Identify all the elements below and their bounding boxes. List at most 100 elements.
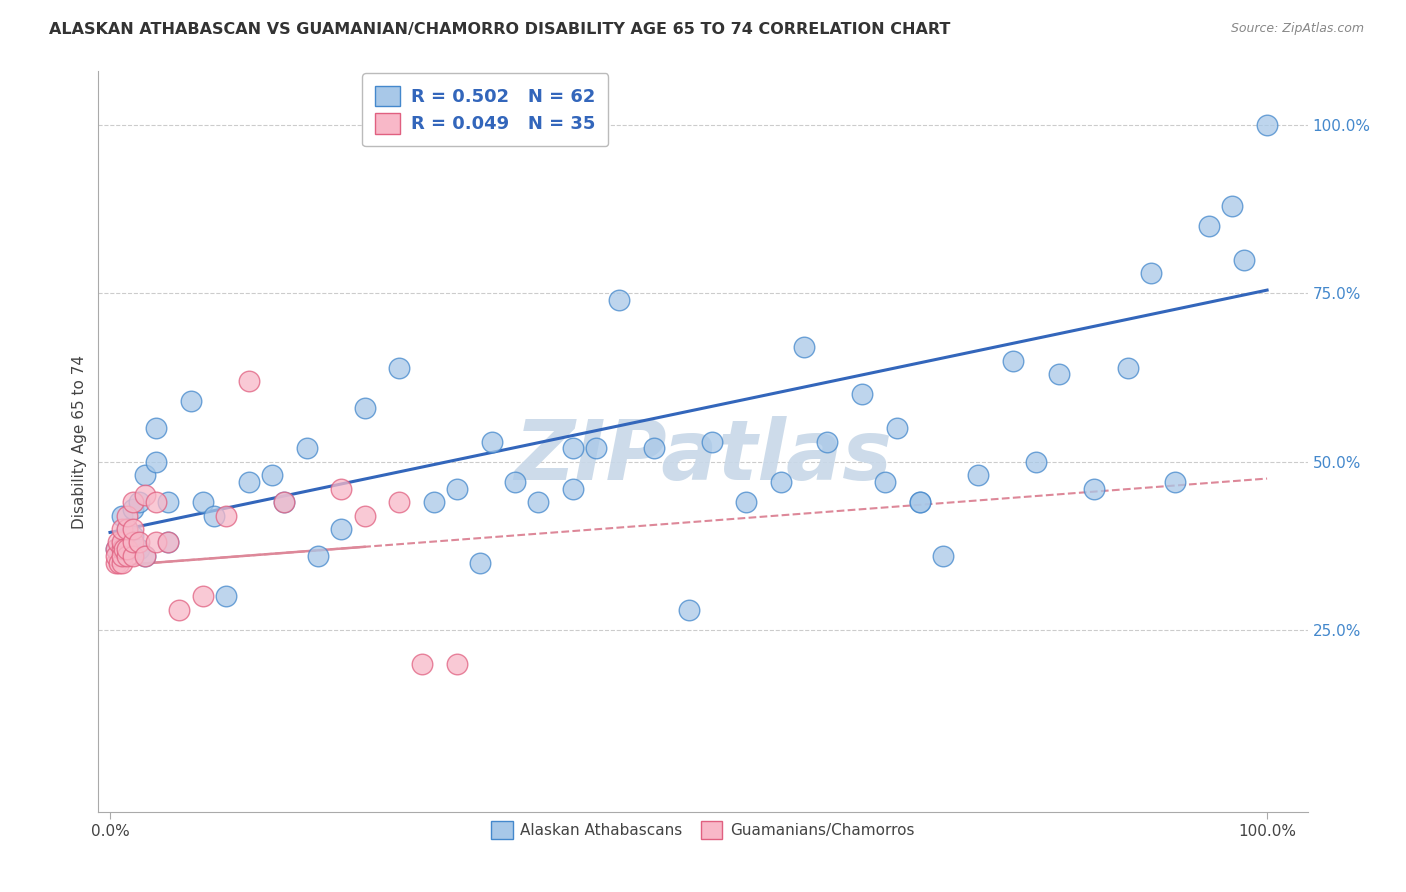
Point xyxy=(1047,368,1070,382)
Point xyxy=(122,535,145,549)
Point xyxy=(330,482,353,496)
Point xyxy=(1083,482,1105,496)
Point xyxy=(117,542,139,557)
Point xyxy=(156,495,179,509)
Point xyxy=(104,549,127,563)
Point xyxy=(1222,199,1244,213)
Point xyxy=(1163,475,1185,489)
Point xyxy=(875,475,897,489)
Point xyxy=(122,522,145,536)
Point xyxy=(180,394,202,409)
Point xyxy=(1001,353,1024,368)
Point xyxy=(108,556,131,570)
Point xyxy=(110,549,132,563)
Point xyxy=(561,482,583,496)
Point xyxy=(122,495,145,509)
Point xyxy=(145,421,167,435)
Point xyxy=(117,508,139,523)
Point xyxy=(145,535,167,549)
Point xyxy=(122,529,145,543)
Point xyxy=(1256,118,1278,132)
Point xyxy=(527,495,550,509)
Point xyxy=(446,657,468,671)
Point xyxy=(128,495,150,509)
Text: Source: ZipAtlas.com: Source: ZipAtlas.com xyxy=(1230,22,1364,36)
Legend: Alaskan Athabascans, Guamanians/Chamorros: Alaskan Athabascans, Guamanians/Chamorro… xyxy=(485,815,921,845)
Point xyxy=(117,522,139,536)
Point xyxy=(735,495,758,509)
Y-axis label: Disability Age 65 to 74: Disability Age 65 to 74 xyxy=(72,354,87,529)
Text: ZIPatlas: ZIPatlas xyxy=(515,416,891,497)
Point xyxy=(112,542,135,557)
Text: ALASKAN ATHABASCAN VS GUAMANIAN/CHAMORRO DISABILITY AGE 65 TO 74 CORRELATION CHA: ALASKAN ATHABASCAN VS GUAMANIAN/CHAMORRO… xyxy=(49,22,950,37)
Point xyxy=(122,542,145,557)
Point xyxy=(134,549,156,563)
Point xyxy=(156,535,179,549)
Point xyxy=(1025,455,1047,469)
Point xyxy=(128,542,150,557)
Point xyxy=(202,508,225,523)
Point xyxy=(561,442,583,456)
Point xyxy=(700,434,723,449)
Point xyxy=(388,360,411,375)
Point xyxy=(793,340,815,354)
Point xyxy=(908,495,931,509)
Point xyxy=(215,508,238,523)
Point xyxy=(110,542,132,557)
Point xyxy=(156,535,179,549)
Point xyxy=(423,495,446,509)
Point xyxy=(1233,252,1256,267)
Point xyxy=(932,549,955,563)
Point xyxy=(145,495,167,509)
Point xyxy=(307,549,329,563)
Point xyxy=(107,535,129,549)
Point xyxy=(607,293,630,308)
Point xyxy=(110,549,132,563)
Point xyxy=(122,549,145,563)
Point xyxy=(110,556,132,570)
Point xyxy=(117,549,139,563)
Point xyxy=(238,374,260,388)
Point xyxy=(169,603,191,617)
Point xyxy=(104,542,127,557)
Point xyxy=(128,535,150,549)
Point xyxy=(770,475,793,489)
Point xyxy=(330,522,353,536)
Point xyxy=(678,603,700,617)
Point xyxy=(238,475,260,489)
Point xyxy=(446,482,468,496)
Point xyxy=(815,434,838,449)
Point xyxy=(145,455,167,469)
Point xyxy=(851,387,873,401)
Point xyxy=(215,590,238,604)
Point xyxy=(295,442,318,456)
Point xyxy=(481,434,503,449)
Point xyxy=(585,442,607,456)
Point xyxy=(134,549,156,563)
Point xyxy=(470,556,492,570)
Point xyxy=(104,556,127,570)
Point xyxy=(191,590,214,604)
Point xyxy=(1140,266,1163,280)
Point xyxy=(1198,219,1220,234)
Point xyxy=(191,495,214,509)
Point xyxy=(353,401,375,415)
Point xyxy=(966,468,988,483)
Point xyxy=(134,488,156,502)
Point xyxy=(104,542,127,557)
Point xyxy=(117,522,139,536)
Point xyxy=(110,508,132,523)
Point xyxy=(908,495,931,509)
Point xyxy=(273,495,295,509)
Point xyxy=(643,442,665,456)
Point xyxy=(122,501,145,516)
Point xyxy=(353,508,375,523)
Point xyxy=(260,468,283,483)
Point xyxy=(503,475,526,489)
Point xyxy=(411,657,433,671)
Point xyxy=(134,468,156,483)
Point xyxy=(273,495,295,509)
Point xyxy=(388,495,411,509)
Point xyxy=(1116,360,1139,375)
Point xyxy=(110,522,132,536)
